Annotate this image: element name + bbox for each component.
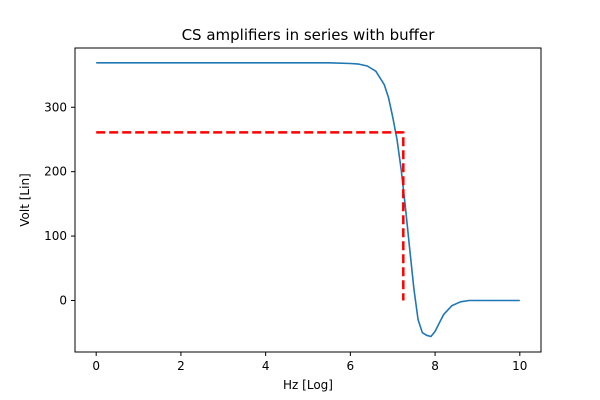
x-tick-label: 8 xyxy=(431,359,439,373)
y-tick-label: 0 xyxy=(59,293,67,307)
x-tick-label: 10 xyxy=(512,359,527,373)
y-tick-label: 200 xyxy=(44,165,67,179)
x-tick-label: 2 xyxy=(177,359,185,373)
x-tick-label: 6 xyxy=(347,359,355,373)
plot-frame xyxy=(74,47,542,353)
x-axis-label: Hz [Log] xyxy=(283,378,333,392)
x-tick-label: 0 xyxy=(92,359,100,373)
y-tick-label: 100 xyxy=(44,229,67,243)
series-line-1 xyxy=(96,61,520,338)
x-axis-ticks: 0 2 4 6 8 10 xyxy=(92,352,527,373)
y-axis-label: Volt [Lin] xyxy=(18,173,32,226)
plot-lines xyxy=(96,61,520,338)
y-axis-ticks: 0 100 200 300 xyxy=(44,100,75,307)
series-line-2 xyxy=(96,131,405,301)
chart-title: CS amplifiers in series with buffer xyxy=(182,26,436,44)
y-tick-label: 300 xyxy=(44,100,67,114)
x-tick-label: 4 xyxy=(262,359,270,373)
